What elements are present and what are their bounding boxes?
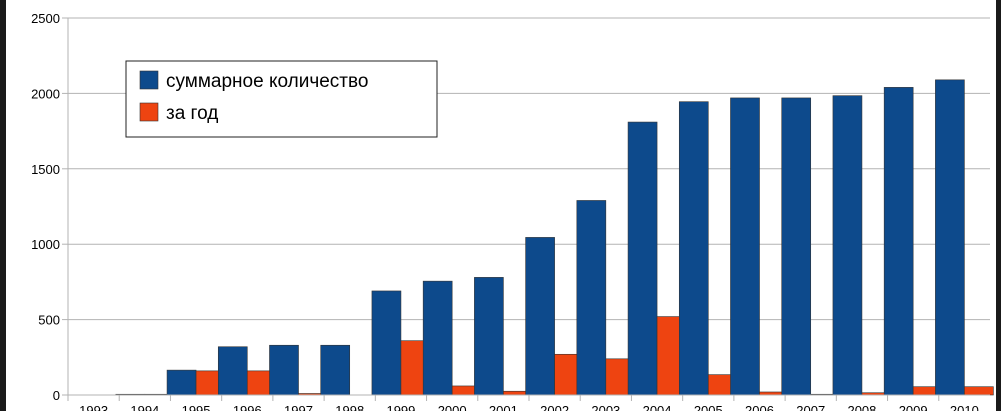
x-tick-label: 2003 [591, 403, 620, 411]
bar-cumulative [730, 97, 760, 396]
bar-cumulative [678, 101, 709, 396]
y-tick-label: 1500 [31, 162, 60, 177]
y-tick-label: 2000 [31, 86, 60, 101]
x-tick-label: 2000 [438, 403, 467, 411]
x-tick-label: 2002 [540, 403, 569, 411]
bar-cumulative [217, 346, 248, 396]
x-tick-label: 2007 [796, 403, 825, 411]
legend-label: суммарное количество [166, 71, 368, 92]
bar-cumulative [422, 280, 453, 396]
x-tick-label: 2005 [694, 403, 723, 411]
x-tick-label: 1999 [386, 403, 415, 411]
x-tick-label: 1997 [284, 403, 313, 411]
bar-cumulative [883, 87, 914, 396]
x-tick-label: 2010 [950, 403, 979, 411]
y-tick-label: 1000 [31, 237, 60, 252]
legend-swatch [139, 70, 159, 90]
legend-swatch [139, 102, 159, 122]
bars [115, 79, 994, 396]
bar-cumulative [371, 290, 402, 396]
y-axis-ticks: 0 500 1000 1500 2000 2500 [31, 11, 68, 403]
bar-cumulative [525, 237, 555, 396]
y-tick-label: 500 [38, 313, 60, 328]
x-tick-label: 2006 [745, 403, 774, 411]
y-tick-label: 0 [53, 388, 60, 403]
x-tick-label: 2009 [899, 403, 928, 411]
x-tick-label: 2004 [643, 403, 672, 411]
x-tick-label: 1994 [130, 403, 159, 411]
axes [67, 18, 990, 396]
bar-cumulative [474, 277, 504, 396]
y-tick-label: 2500 [31, 11, 60, 26]
legend: суммарное количество за год [125, 60, 438, 138]
x-tick-label: 2008 [847, 403, 876, 411]
bar-cumulative [576, 200, 607, 396]
bar-yearly [964, 386, 994, 396]
x-tick-label: 2001 [489, 403, 518, 411]
bar-cumulative [832, 95, 863, 396]
bar-cumulative [320, 344, 351, 396]
x-tick-label: 1995 [182, 403, 211, 411]
bar-cumulative [269, 344, 299, 396]
x-tick-label: 1996 [233, 403, 262, 411]
x-tick-label: 1998 [335, 403, 364, 411]
x-axis-ticks: 1993 1994 1995 1996 1997 1998 1999 2000 2001 2002… [67, 395, 979, 411]
bar-cumulative [627, 121, 658, 396]
bar-cumulative [781, 97, 812, 396]
bar-cumulative [166, 369, 197, 396]
x-tick-label: 1993 [79, 403, 108, 411]
legend-label: за год [166, 103, 218, 124]
legend-box [125, 60, 438, 138]
bar-cumulative [935, 79, 965, 396]
